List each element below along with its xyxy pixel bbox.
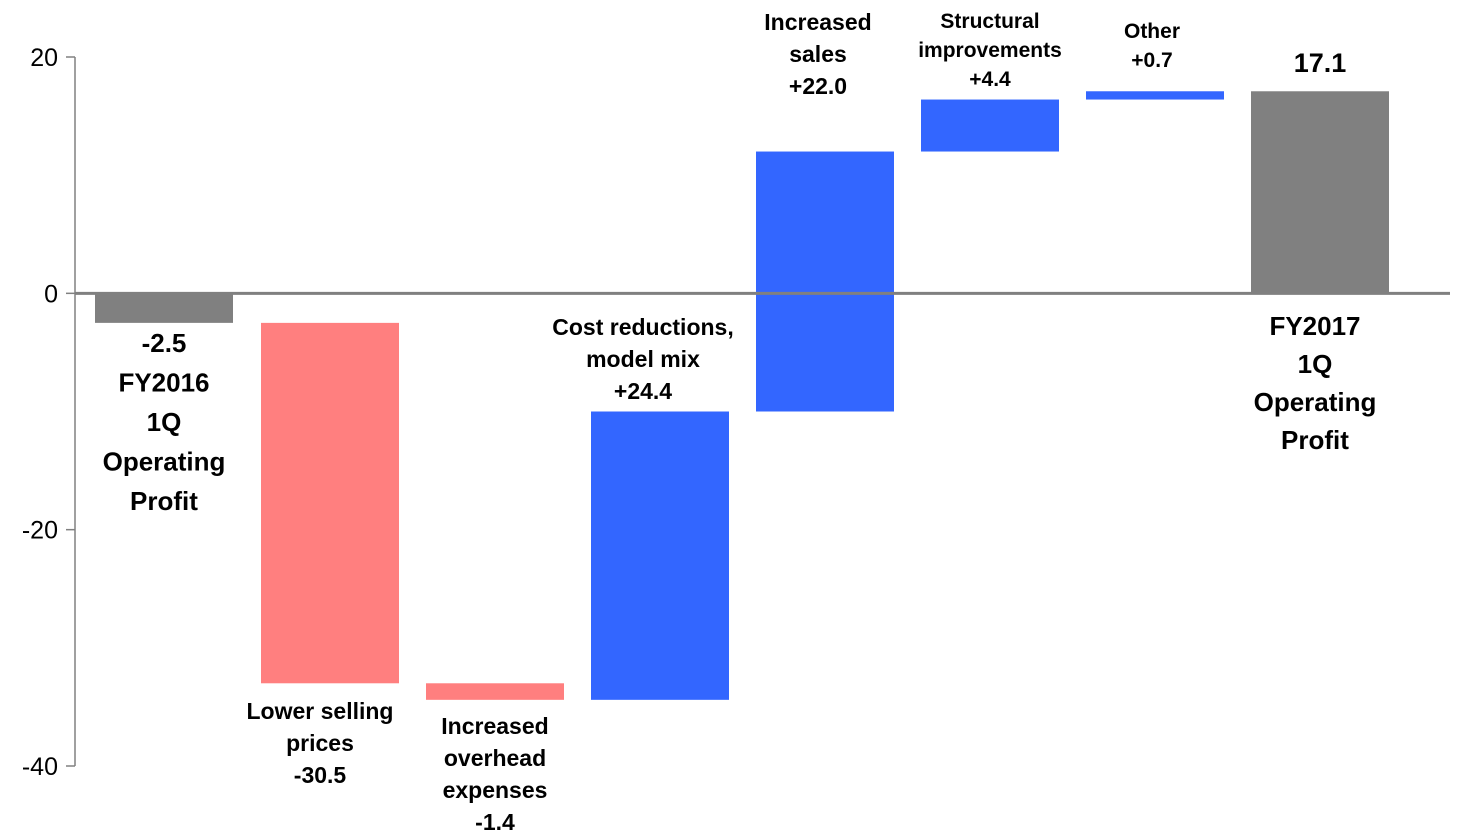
bar-label-line: -2.5 <box>142 328 187 358</box>
bar-label-line: +24.4 <box>614 378 672 404</box>
bar-label-line: 17.1 <box>1294 48 1347 78</box>
bar-label: Lower selling prices -30.5 <box>247 698 394 788</box>
bar-label: 17.1 <box>1294 48 1347 78</box>
bar-label-line: 1Q <box>147 407 182 437</box>
bar-label-line: expenses <box>443 777 548 803</box>
bar-label-line: Profit <box>130 486 198 516</box>
bar-label-line: FY2016 <box>118 368 209 398</box>
y-tick-label: 20 <box>30 44 58 72</box>
y-tick-label: -20 <box>22 517 58 545</box>
bar-label-line: model mix <box>586 346 700 372</box>
bar-label-line: Profit <box>1281 425 1349 455</box>
bar-label: Increased sales +22.0 <box>764 9 871 99</box>
bar-label-line: improvements <box>918 39 1062 62</box>
bar-label-line: Operating <box>1254 387 1377 417</box>
bar-label-line: -1.4 <box>475 809 515 834</box>
waterfall-bar <box>261 322 399 684</box>
bar-label-line: Cost reductions, <box>552 314 733 340</box>
bar-label: Structural improvements +4.4 <box>918 10 1062 91</box>
bar-label-line: +4.4 <box>969 68 1011 91</box>
bar-label-line: 1Q <box>1298 349 1333 379</box>
bar-label-line: Structural <box>940 10 1039 33</box>
bar-label-line: Lower selling <box>247 698 394 724</box>
bar-label-line: Operating <box>103 447 226 477</box>
waterfall-bar <box>591 411 729 700</box>
bar-label-line: +22.0 <box>789 73 847 99</box>
bar-label-line: overhead <box>444 745 546 771</box>
waterfall-bar <box>95 293 233 323</box>
y-tick-label: -40 <box>22 753 58 781</box>
axis-layer: 20 0 -20 -40 <box>22 44 76 781</box>
bar-label-line: prices <box>286 730 354 756</box>
waterfall-bar <box>1086 91 1224 100</box>
bar-label: Other +0.7 <box>1124 20 1180 72</box>
bar-label-line: FY2017 <box>1269 311 1360 341</box>
bar-label: Cost reductions, model mix +24.4 <box>552 314 733 404</box>
label-layer: -2.5 FY2016 1Q Operating Profit Lower selling… <box>103 9 1377 834</box>
bar-label: -2.5 FY2016 1Q Operating Profit <box>103 328 226 516</box>
bar-label-line: Increased <box>764 9 871 35</box>
waterfall-bar <box>756 151 894 412</box>
bar-label-line: +0.7 <box>1131 49 1172 72</box>
bar-label: FY2017 1Q Operating Profit <box>1254 311 1377 455</box>
waterfall-bar <box>426 683 564 700</box>
bar-layer <box>95 91 1389 700</box>
waterfall-bar <box>1251 91 1389 294</box>
bar-label-line: Increased <box>441 713 548 739</box>
waterfall-bar <box>921 99 1059 152</box>
y-tick-label: 0 <box>44 280 58 308</box>
bar-label-line: sales <box>789 41 847 67</box>
bar-label-line: -30.5 <box>294 762 347 788</box>
bar-label-line: Other <box>1124 20 1180 43</box>
bar-label: Increased overhead expenses -1.4 <box>441 713 548 834</box>
